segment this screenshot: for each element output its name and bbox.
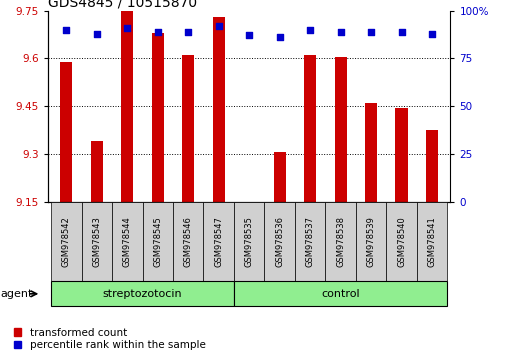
Point [366,29,374,34]
Bar [81,202,112,281]
Text: GSM978546: GSM978546 [183,216,192,267]
Text: GSM978539: GSM978539 [366,216,375,267]
Bar [51,281,233,306]
Point [306,27,314,33]
Bar [51,202,81,281]
Text: GSM978544: GSM978544 [123,216,131,267]
Text: GSM978545: GSM978545 [153,216,162,267]
Text: GDS4845 / 10515870: GDS4845 / 10515870 [48,0,197,10]
Bar [273,152,285,202]
Bar [233,281,446,306]
Text: GSM978541: GSM978541 [427,216,436,267]
Point [275,35,283,40]
Bar [60,62,72,202]
Bar [395,108,407,202]
Text: GSM978537: GSM978537 [305,216,314,267]
Bar [364,103,376,202]
Bar [90,141,103,202]
Text: streptozotocin: streptozotocin [103,289,182,299]
Point [123,25,131,31]
Point [92,31,100,36]
Bar [425,130,437,202]
Point [214,23,222,29]
Text: GSM978543: GSM978543 [92,216,101,267]
Text: GSM978538: GSM978538 [335,216,344,267]
Text: GSM978547: GSM978547 [214,216,223,267]
Bar [212,17,224,202]
Text: GSM978542: GSM978542 [62,216,71,267]
Bar [142,202,173,281]
Bar [121,11,133,202]
Bar [112,202,142,281]
Point [336,29,344,34]
Text: GSM978536: GSM978536 [275,216,284,267]
Point [427,31,435,36]
Bar [203,202,233,281]
Point [154,29,162,34]
Bar [294,202,325,281]
Bar [355,202,386,281]
Point [397,29,405,34]
Legend: transformed count, percentile rank within the sample: transformed count, percentile rank withi… [10,324,210,354]
Point [62,27,70,33]
Bar [416,202,446,281]
Bar [152,33,164,202]
Bar [386,202,416,281]
Text: GSM978540: GSM978540 [396,216,406,267]
Text: GSM978535: GSM978535 [244,216,253,267]
Point [184,29,192,34]
Bar [334,57,346,202]
Bar [264,202,294,281]
Bar [182,55,194,202]
Bar [233,202,264,281]
Bar [325,202,355,281]
Text: agent: agent [0,289,32,299]
Bar [173,202,203,281]
Text: control: control [321,289,359,299]
Point [245,33,253,38]
Bar [304,55,316,202]
